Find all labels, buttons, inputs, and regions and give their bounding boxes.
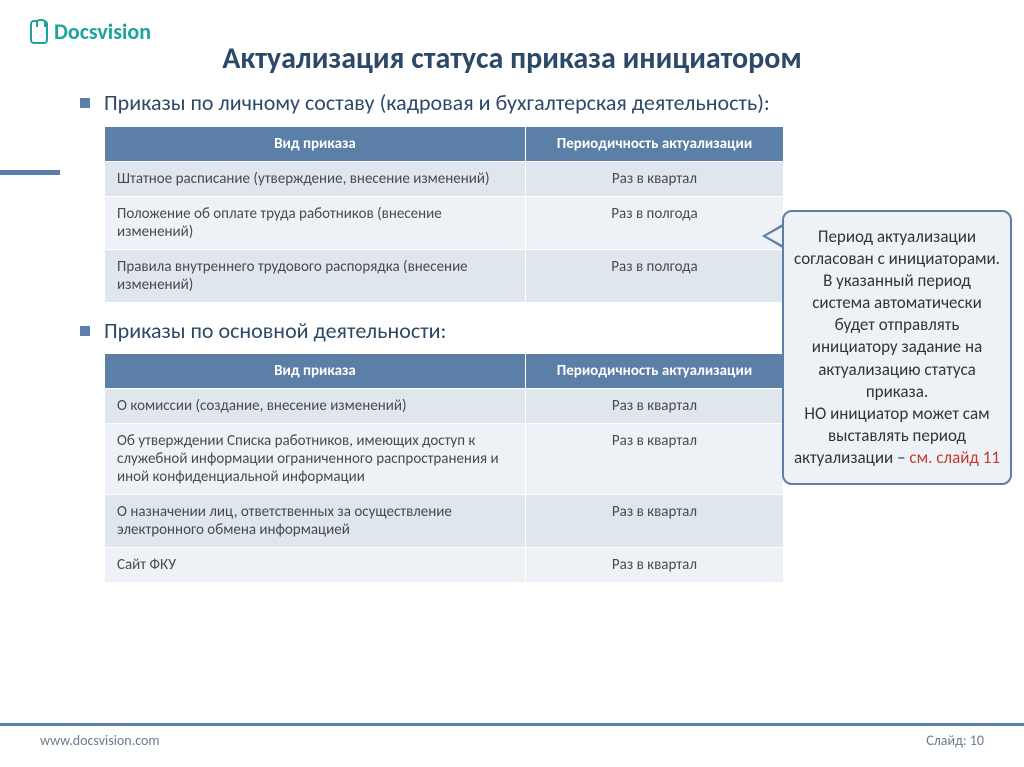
table-cell: Раз в квартал [525,389,783,424]
paperclip-icon [30,20,48,44]
bullet-text: Приказы по личному составу (кадровая и б… [104,89,770,118]
table-row: Положение об оплате труда работников (вн… [105,196,784,249]
table-cell: Раз в квартал [525,161,783,196]
callout-link: см. слайд 11 [909,447,1000,468]
table-header: Периодичность актуализации [525,354,783,389]
footer-slide-number: Слайд: 10 [926,732,984,749]
page-title: Актуализация статуса приказа инициатором [50,40,974,77]
bullet-item: Приказы по личному составу (кадровая и б… [80,89,964,118]
table-header: Вид приказа [105,354,526,389]
logo-text: Docsvision [54,18,151,45]
table-main-orders: Вид приказа Периодичность актуализации О… [104,353,784,583]
accent-bar [0,170,60,175]
table-header: Вид приказа [105,126,526,161]
bullet-text: Приказы по основной деятельности: [104,317,446,346]
table-row: Правила внутреннего трудового распорядка… [105,249,784,302]
table-row: Сайт ФКУ Раз в квартал [105,548,784,583]
callout-box: Период актуализации согласован с инициат… [782,210,1012,485]
table-row: О комиссии (создание, внесение изменений… [105,389,784,424]
table-cell: Правила внутреннего трудового распорядка… [105,249,526,302]
table-cell: Раз в квартал [525,548,783,583]
logo: Docsvision [30,18,151,45]
table-personnel-orders: Вид приказа Периодичность актуализации Ш… [104,126,784,303]
table-cell: О комиссии (создание, внесение изменений… [105,389,526,424]
table-cell: Раз в квартал [525,424,783,495]
slide: Docsvision Актуализация статуса приказа … [0,0,1024,767]
table-cell: Раз в квартал [525,495,783,548]
bullet-square-icon [80,326,90,336]
callout-text: Период актуализации согласован с инициат… [794,226,1000,269]
table-cell: Штатное расписание (утверждение, внесени… [105,161,526,196]
table-cell: Об утверждении Списка работников, имеющи… [105,424,526,495]
table-cell: Сайт ФКУ [105,548,526,583]
table-cell: О назначении лиц, ответственных за осуще… [105,495,526,548]
table-cell: Раз в полгода [525,196,783,249]
table-header: Периодичность актуализации [525,126,783,161]
footer: www.docsvision.com Слайд: 10 [0,723,1024,749]
footer-url: www.docsvision.com [40,732,160,749]
table-cell: Раз в полгода [525,249,783,302]
table-row: Об утверждении Списка работников, имеющи… [105,424,784,495]
table-row: Штатное расписание (утверждение, внесени… [105,161,784,196]
table-cell: Положение об оплате труда работников (вн… [105,196,526,249]
bullet-square-icon [80,98,90,108]
callout-text: В указанный период система автоматически… [812,270,982,401]
table-row: О назначении лиц, ответственных за осуще… [105,495,784,548]
